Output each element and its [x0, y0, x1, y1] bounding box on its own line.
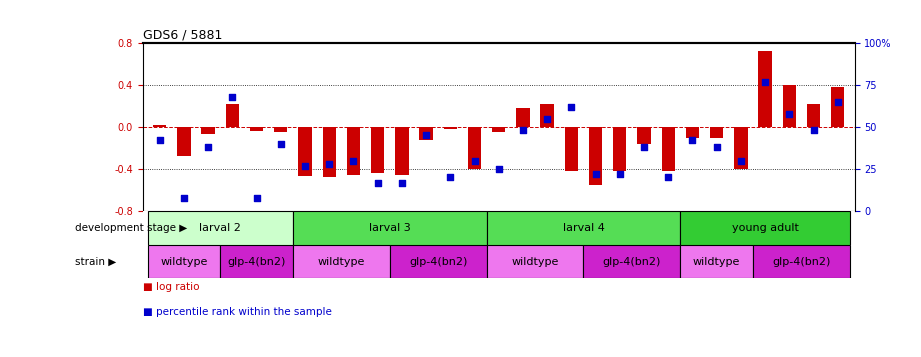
Bar: [468, 127, 481, 169]
Bar: [734, 127, 748, 169]
Bar: [486, 211, 681, 245]
Text: ■ log ratio: ■ log ratio: [143, 282, 199, 292]
Bar: [153, 125, 167, 127]
Text: glp-4(bn2): glp-4(bn2): [602, 257, 661, 267]
Point: [589, 171, 603, 177]
Point: [250, 195, 264, 201]
Bar: [220, 245, 293, 278]
Point: [394, 180, 409, 185]
Bar: [710, 127, 723, 137]
Bar: [226, 104, 239, 127]
Bar: [298, 127, 311, 176]
Point: [758, 79, 773, 84]
Point: [225, 94, 239, 100]
Text: wildtype: wildtype: [160, 257, 207, 267]
Point: [177, 195, 192, 201]
Point: [492, 166, 507, 172]
Bar: [753, 245, 850, 278]
Text: wildtype: wildtype: [693, 257, 740, 267]
Bar: [541, 104, 554, 127]
Point: [274, 141, 288, 147]
Bar: [565, 127, 578, 171]
Point: [321, 161, 336, 167]
Text: larval 3: larval 3: [369, 223, 411, 233]
Bar: [637, 127, 650, 144]
Point: [443, 175, 458, 180]
Bar: [322, 127, 336, 177]
Bar: [371, 127, 384, 173]
Bar: [807, 104, 821, 127]
Text: glp-4(bn2): glp-4(bn2): [227, 257, 286, 267]
Point: [516, 127, 530, 133]
Bar: [293, 245, 390, 278]
Bar: [486, 245, 584, 278]
Point: [467, 158, 482, 164]
Bar: [686, 127, 699, 137]
Point: [612, 171, 627, 177]
Point: [709, 144, 724, 150]
Bar: [613, 127, 626, 171]
Point: [370, 180, 385, 185]
Text: larval 4: larval 4: [563, 223, 604, 233]
Point: [782, 111, 797, 116]
Bar: [517, 108, 530, 127]
Point: [419, 132, 434, 138]
Bar: [492, 127, 506, 132]
Bar: [274, 127, 287, 132]
Text: wildtype: wildtype: [511, 257, 559, 267]
Bar: [681, 211, 850, 245]
Point: [661, 175, 676, 180]
Bar: [589, 127, 602, 185]
Point: [831, 99, 845, 105]
Bar: [584, 245, 681, 278]
Point: [733, 158, 748, 164]
Bar: [395, 127, 409, 175]
Bar: [419, 127, 433, 140]
Bar: [444, 127, 457, 129]
Text: glp-4(bn2): glp-4(bn2): [772, 257, 831, 267]
Bar: [783, 85, 796, 127]
Bar: [347, 127, 360, 175]
Point: [152, 137, 167, 143]
Point: [346, 158, 361, 164]
Bar: [202, 127, 215, 134]
Bar: [147, 211, 293, 245]
Point: [201, 144, 216, 150]
Bar: [390, 245, 486, 278]
Text: development stage ▶: development stage ▶: [76, 223, 187, 233]
Bar: [661, 127, 675, 171]
Bar: [293, 211, 486, 245]
Bar: [147, 245, 220, 278]
Point: [540, 116, 554, 121]
Bar: [250, 127, 263, 131]
Text: wildtype: wildtype: [318, 257, 365, 267]
Text: young adult: young adult: [731, 223, 799, 233]
Text: GDS6 / 5881: GDS6 / 5881: [143, 29, 222, 42]
Point: [297, 163, 312, 169]
Text: strain ▶: strain ▶: [76, 257, 116, 267]
Point: [806, 127, 821, 133]
Bar: [831, 87, 845, 127]
Text: glp-4(bn2): glp-4(bn2): [409, 257, 467, 267]
Bar: [681, 245, 753, 278]
Text: larval 2: larval 2: [199, 223, 241, 233]
Bar: [177, 127, 191, 156]
Point: [685, 137, 700, 143]
Point: [564, 104, 578, 110]
Bar: [758, 51, 772, 127]
Text: ■ percentile rank within the sample: ■ percentile rank within the sample: [143, 307, 332, 317]
Point: [636, 144, 651, 150]
